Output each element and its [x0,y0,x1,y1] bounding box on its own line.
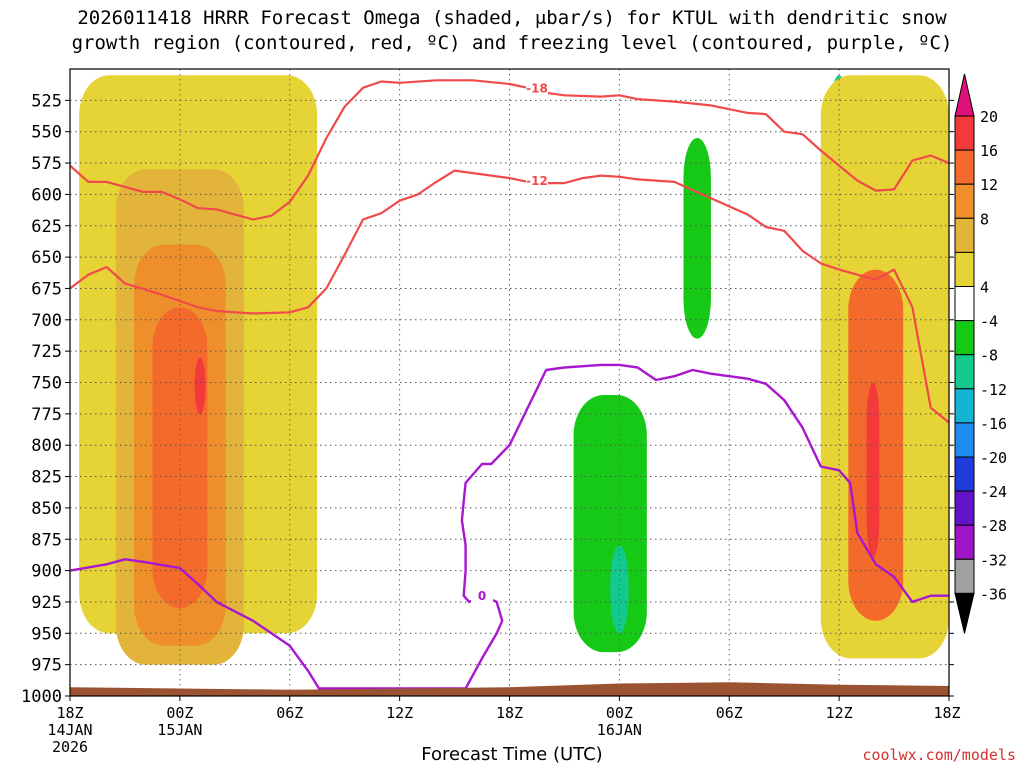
y-tick-label-550: 550 [31,123,62,143]
colorbar-label-2: 12 [980,176,998,194]
contour-label-bg [525,173,548,188]
colorbar-label-10: -24 [980,483,1007,501]
y-tick-label-675: 675 [31,279,62,299]
x-tick-label-h30-0: 00Z [606,704,633,722]
colorbar-bin-12 [954,490,975,526]
colorbar-label-7: -12 [980,381,1007,399]
contour-label--12: -12 [526,174,548,188]
x-tick-label-h24-0: 18Z [496,704,523,722]
colorbar-label-5: -4 [980,313,998,331]
credit-text: coolwx.com/models [862,746,1016,764]
colorbar-bin-13 [954,524,975,560]
y-tick-label-850: 850 [31,499,62,519]
y-tick-label-750: 750 [31,374,62,394]
colorbar-bin-14 [954,558,975,594]
omega-region-6 [573,395,647,653]
colorbar-label-8: -16 [980,415,1007,433]
y-tick-label-700: 700 [31,311,62,331]
colorbar-bin-1 [954,115,975,151]
y-tick-label-975: 975 [31,656,62,676]
x-tick-label-h12-0: 06Z [276,704,303,722]
colorbar-bin-4 [954,217,975,253]
colorbar-label-6: -8 [980,347,998,365]
x-tick-label-h6-0: 00Z [166,704,193,722]
x-tick-label-h0-2: 2026 [52,738,88,756]
colorbar-bin-7 [954,320,975,356]
contour-lines: -18 -12 0 [70,79,949,690]
colorbar-label-11: -28 [980,517,1007,535]
colorbar-bin-2 [954,149,975,185]
omega-region-11 [866,382,880,559]
colorbar-bin-3 [954,183,975,219]
y-tick-label-775: 775 [31,405,62,425]
y-tick-label-875: 875 [31,530,62,550]
omega-shading [79,75,949,665]
omega-region-4 [194,357,206,414]
contour-line-0 [70,363,949,690]
colorbar-bin-9 [954,388,975,424]
contour-label-bg [525,80,548,95]
x-tick-label-h36-0: 06Z [716,704,743,722]
contour-label--18: -18 [526,81,548,95]
colorbar-bottom-arrow [954,592,975,634]
x-tick-label-h6-1: 15JAN [157,721,202,739]
x-tick-label-h0-1: 14JAN [47,721,92,739]
colorbar-label-12: -32 [980,551,1007,569]
y-tick-label-625: 625 [31,217,62,237]
colorbar-label-3: 8 [980,210,989,228]
x-tick-label-h48-0: 18Z [933,704,960,722]
y-tick-label-1000: 1000 [21,687,62,707]
x-tick-label-h30-1: 16JAN [597,721,642,739]
colorbar-label-4: 4 [980,279,989,297]
colorbar-label-1: 16 [980,142,998,160]
omega-region-5 [683,137,711,339]
title-line-2: growth region (contoured, red, ºC) and f… [71,32,953,54]
colorbar-bin-10 [954,422,975,458]
x-tick-label-h0-0: 18Z [56,704,83,722]
x-tick-label-h18-0: 12Z [386,704,413,722]
chart-title: 2026011418 HRRR Forecast Omega (shaded, … [0,6,1024,56]
omega-region-3 [152,307,208,609]
colorbar-bin-6 [954,286,975,322]
y-tick-label-900: 900 [31,562,62,582]
x-tick-label-h42-0: 12Z [826,704,853,722]
ground-surface [70,682,949,696]
colorbar-top-arrow [954,73,975,117]
colorbar-label-13: -36 [980,585,1007,603]
contour-line--18 [70,79,949,221]
contour-label-0: 0 [478,589,486,603]
y-tick-label-925: 925 [31,593,62,613]
x-axis-label: Forecast Time (UTC) [421,744,603,765]
colorbar-label-9: -20 [980,449,1007,467]
contour-line--12 [70,169,949,424]
contour-label-bg [471,588,494,603]
y-tick-label-600: 600 [31,185,62,205]
colorbar-bin-8 [954,354,975,390]
y-tick-label-825: 825 [31,468,62,488]
axes: 525 550 575 600 625 650 675 700 725 750 775 800 825 8… [21,91,961,756]
y-tick-label-950: 950 [31,624,62,644]
colorbar-label-0: 20 [980,108,998,126]
y-tick-label-725: 725 [31,342,62,362]
ground-fill [70,682,949,696]
y-tick-label-650: 650 [31,248,62,268]
colorbar-bin-5 [954,251,975,287]
colorbar: 20 16 12 8 4 -4 -8 -12 -16 -20 -24 -28 -32 -36 [954,73,1007,634]
title-line-1: 2026011418 HRRR Forecast Omega (shaded, … [77,7,947,29]
y-tick-label-800: 800 [31,436,62,456]
colorbar-bin-11 [954,456,975,492]
y-tick-label-525: 525 [31,91,62,111]
y-tick-label-575: 575 [31,154,62,174]
